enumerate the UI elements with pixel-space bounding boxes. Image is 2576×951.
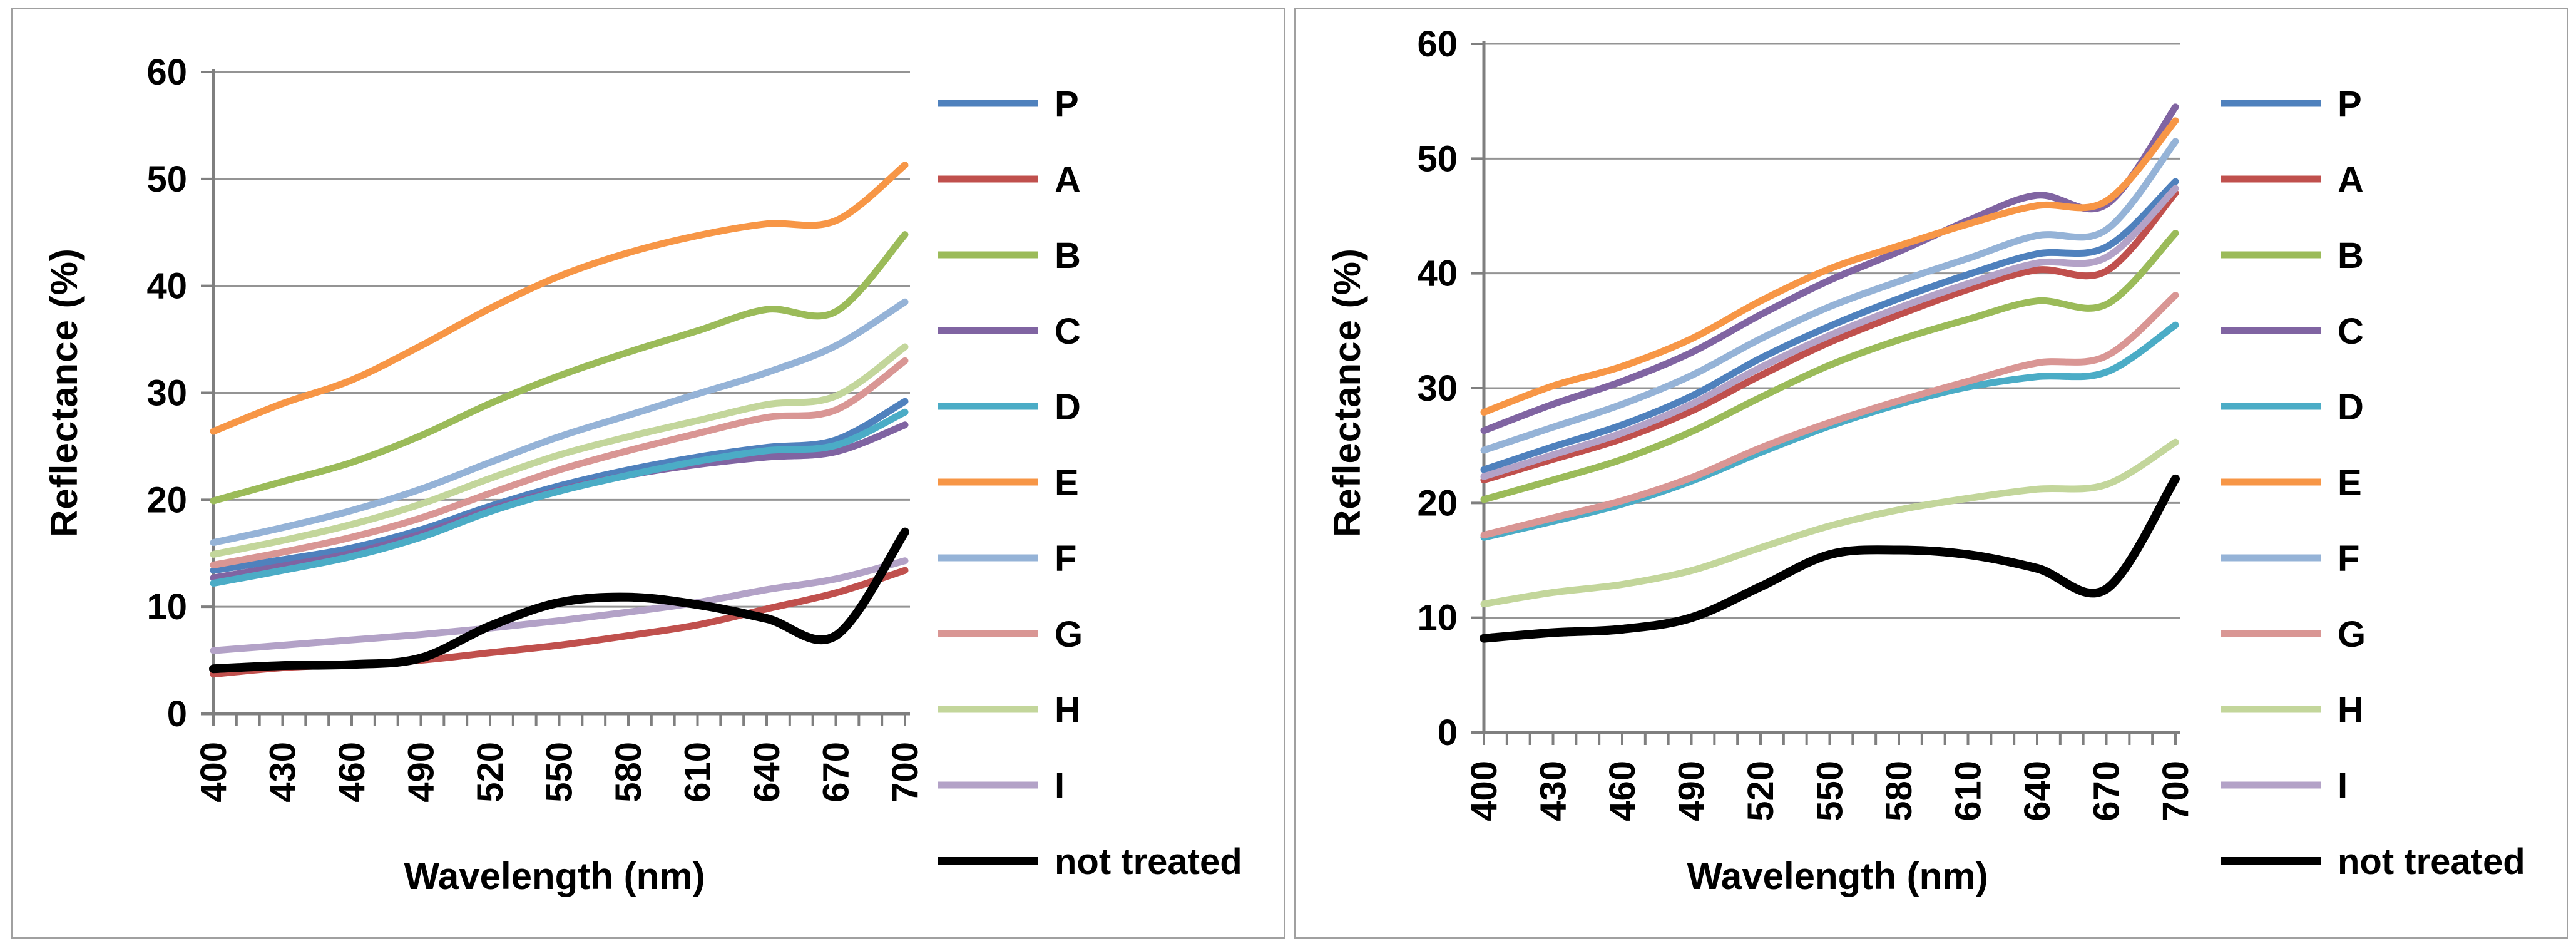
right-chart-panel: 0 10 20 30 40 50 60 400 430 460 490 520 550 580 610 640…: [1294, 8, 2568, 939]
legend-label-not-treated: not treated: [1055, 841, 1242, 882]
x-tick-label: 430: [263, 742, 304, 803]
legend-label-C: C: [2338, 311, 2364, 352]
legend-label-A: A: [2338, 160, 2364, 200]
legend-label-D: D: [2338, 387, 2364, 428]
y-tick-label: 0: [167, 694, 187, 734]
series-line-not-treated: [209, 527, 909, 674]
x-tick-label: 640: [2017, 761, 2058, 821]
legend-label-F: F: [1055, 538, 1076, 579]
legend-label-P: P: [2338, 84, 2362, 125]
legend-label-H: H: [2338, 690, 2364, 731]
series-line-H: [210, 343, 909, 558]
series-line-B: [1480, 230, 2179, 503]
x-tick-label: 640: [747, 742, 787, 803]
legend-label-A: A: [1055, 160, 1081, 200]
legend-label-E: E: [2338, 463, 2362, 503]
x-tick-label: 490: [1672, 761, 1712, 821]
series-line-E: [210, 162, 909, 435]
legend-label-I: I: [2338, 766, 2348, 806]
legend-label-B: B: [2338, 235, 2364, 276]
x-tick-label: 580: [1879, 761, 1919, 821]
x-tick-label: 520: [1740, 761, 1781, 821]
series-line-A: [1480, 189, 2179, 484]
right-chart-plot: 0 10 20 30 40 50 60 400 430 460 490 520 550 580 610 640…: [1417, 24, 2525, 882]
legend-label-P: P: [1055, 84, 1079, 125]
legend-label-D: D: [1055, 387, 1081, 428]
series-line-G: [1480, 292, 2179, 539]
series-line-B: [210, 231, 909, 505]
legend-label-not-treated: not treated: [2338, 841, 2525, 882]
x-tick-label: 700: [2155, 761, 2196, 821]
y-tick-label: 40: [1417, 254, 1458, 294]
y-tick-label: 10: [1417, 598, 1458, 639]
series-line-D: [210, 408, 909, 587]
y-tick-label: 60: [146, 52, 187, 93]
y-tick-label: 20: [1417, 483, 1458, 523]
y-tick-label: 20: [146, 480, 187, 520]
series-line-not-treated: [1480, 474, 2180, 643]
left-chart-plot: 0 10 20 30 40 50 60 400 430 460 490 520 550 580 610 640…: [146, 52, 1242, 882]
series-line-P: [1480, 178, 2179, 473]
y-tick-label: 30: [1417, 368, 1458, 409]
legend-label-B: B: [1055, 235, 1081, 276]
series-line-H: [1480, 438, 2179, 608]
x-tick-label: 550: [1810, 761, 1851, 821]
right-y-axis-title: Reflectance (%): [1326, 248, 1368, 537]
legend-label-E: E: [1055, 463, 1079, 503]
x-tick-label: 700: [885, 742, 926, 803]
x-tick-label: 400: [193, 742, 234, 803]
legend-label-F: F: [2338, 538, 2359, 579]
series-line-F: [210, 298, 909, 547]
series-line-D: [1480, 321, 2179, 541]
y-tick-label: 50: [1417, 138, 1458, 179]
y-tick-label: 0: [1438, 712, 1458, 753]
left-chart-panel: 0 10 20 30 40 50 60 400 430 460 490 520 550 580 610 640…: [11, 8, 1285, 939]
y-tick-label: 60: [1417, 24, 1458, 64]
x-tick-label: 460: [1602, 761, 1643, 821]
legend-label-C: C: [1055, 311, 1081, 352]
x-tick-label: 610: [1948, 761, 1989, 821]
series-line-F: [1480, 138, 2179, 454]
legend-label-I: I: [1055, 766, 1065, 806]
series-line-E: [1480, 117, 2179, 416]
series-line-P: [210, 398, 909, 574]
x-tick-label: 580: [608, 742, 649, 803]
left-y-axis-title: Reflectance (%): [43, 248, 85, 537]
y-tick-label: 10: [146, 587, 187, 627]
x-tick-label: 460: [332, 742, 372, 803]
y-tick-label: 50: [146, 159, 187, 200]
x-tick-label: 520: [470, 742, 511, 803]
x-tick-label: 400: [1464, 761, 1505, 821]
y-tick-label: 40: [146, 266, 187, 307]
legend-label-G: G: [2338, 614, 2366, 655]
legend-label-H: H: [1055, 690, 1081, 731]
x-tick-label: 550: [539, 742, 580, 803]
left-x-axis-title: Wavelength (nm): [404, 855, 705, 897]
series-line-I: [210, 557, 909, 654]
x-tick-label: 610: [678, 742, 718, 803]
x-tick-label: 670: [2087, 761, 2127, 821]
x-tick-label: 490: [401, 742, 442, 803]
x-tick-label: 430: [1533, 761, 1574, 821]
x-tick-label: 670: [816, 742, 857, 803]
series-line-G: [210, 357, 909, 569]
legend-label-G: G: [1055, 614, 1083, 655]
y-tick-label: 30: [146, 373, 187, 414]
series-line-I: [1480, 185, 2179, 480]
right-x-axis-title: Wavelength (nm): [1687, 855, 1988, 897]
